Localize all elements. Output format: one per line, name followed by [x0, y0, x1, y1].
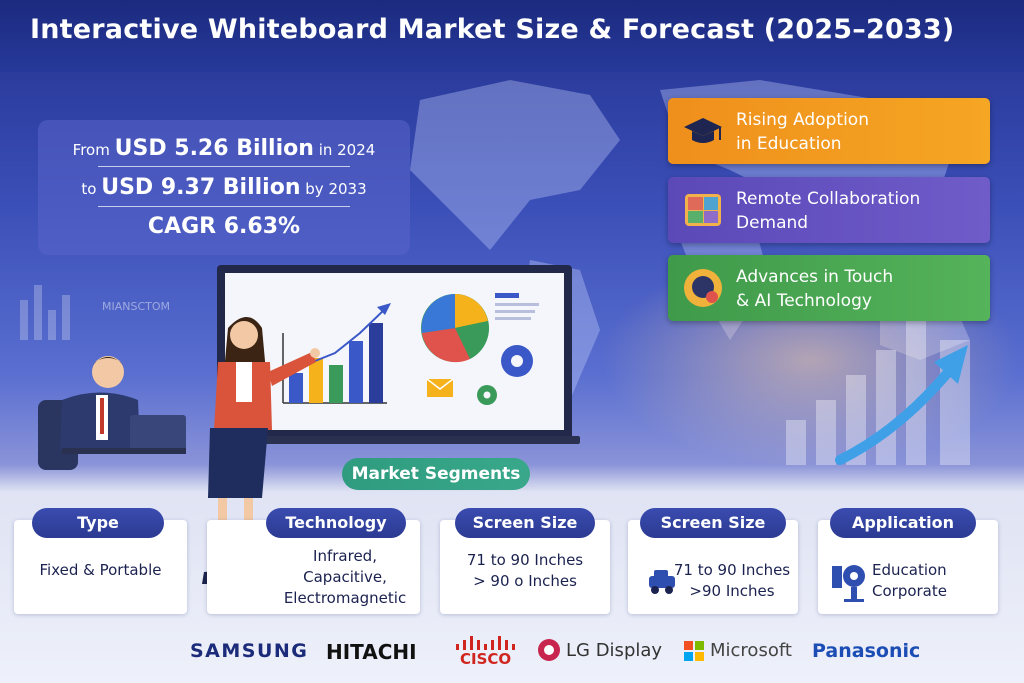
title-bar: [0, 0, 1024, 72]
segment-value-list: 71 to 90 Inches >90 Inches: [672, 560, 792, 602]
stats-2033-value: USD 9.37 Billion: [101, 175, 301, 200]
segment-header: Technology: [266, 508, 406, 538]
panasonic-logo: Panasonic: [812, 640, 921, 662]
segment-value: 71 to 90 Inches: [466, 551, 584, 569]
segment-header: Screen Size: [640, 508, 786, 538]
driver-remote-collaboration: Remote Collaboration Demand: [668, 177, 990, 243]
driver-education: Rising Adoption in Education: [668, 98, 990, 164]
cisco-logo: CISCO: [460, 650, 512, 668]
samsung-logo: SAMSUNG: [190, 640, 309, 662]
hitachi-logo: HITACHI: [326, 640, 417, 664]
driver-subtitle: & AI Technology: [736, 291, 872, 311]
segment-value-list: 71 to 90 Inches > 90 o Inches: [440, 550, 610, 592]
segment-header: Application: [830, 508, 976, 538]
stats-to-label: to: [81, 180, 97, 198]
stats-line-2: to USD 9.37 Billion by 2033: [38, 175, 410, 200]
page-title: Interactive Whiteboard Market Size & For…: [30, 14, 955, 45]
segment-header: Screen Size: [455, 508, 595, 538]
whiteboard-tray: [228, 436, 580, 444]
driver-subtitle: Demand: [736, 213, 809, 233]
driver-title: Rising Adoption: [736, 110, 869, 130]
stats-line-1: From USD 5.26 Billion in 2024: [38, 136, 410, 161]
segment-value: Infrared,: [313, 547, 377, 565]
driver-title: Remote Collaboration: [736, 189, 921, 209]
stats-2024-label: in 2024: [318, 141, 376, 159]
ai-head-icon: [684, 269, 722, 307]
segment-value-list: Infrared, Capacitive, Electromagnetic: [270, 546, 420, 609]
video-call-icon: [685, 194, 721, 226]
segment-value: Corporate: [872, 582, 947, 600]
market-segments-title: Market Segments: [342, 458, 530, 490]
divider: [98, 206, 350, 207]
stats-2024-value: USD 5.26 Billion: [114, 136, 314, 161]
whiteboard-screen: [225, 273, 564, 430]
graduation-cap-icon: [684, 118, 722, 143]
microsoft-squares-icon: [684, 641, 704, 661]
interactive-whiteboard: [217, 265, 572, 440]
microsoft-logo: Microsoft: [710, 640, 792, 661]
vehicle-icon: [649, 570, 675, 594]
market-stats-panel: From USD 5.26 Billion in 2024 to USD 9.3…: [38, 120, 410, 255]
lg-display-logo: LG Display: [566, 640, 663, 661]
segment-header: Type: [32, 508, 164, 538]
driver-touch-ai: Advances in Touch & AI Technology: [668, 255, 990, 321]
stats-2033-label: by 2033: [305, 180, 367, 198]
lg-circle-icon: [538, 639, 560, 661]
cisco-bars-icon: [456, 636, 515, 650]
background-text: MIANSCTOM: [102, 300, 170, 313]
segment-value: >90 Inches: [689, 582, 775, 600]
stats-from-label: From: [72, 141, 110, 159]
segment-value: Capacitive,: [303, 568, 387, 586]
projector-icon: [832, 565, 865, 602]
segment-value: Education: [872, 561, 947, 579]
driver-subtitle: in Education: [736, 134, 842, 154]
segment-value: 71 to 90 Inches: [673, 561, 791, 579]
stats-cagr: CAGR 6.63%: [147, 214, 301, 239]
driver-title: Advances in Touch: [736, 267, 894, 287]
whiteboard-graphics: [282, 293, 539, 405]
segment-value-list: Education Corporate: [872, 560, 982, 602]
segment-value: Fixed & Portable: [39, 561, 162, 579]
segment-value: Electromagnetic: [283, 589, 407, 607]
segment-value: > 90 o Inches: [473, 572, 577, 590]
divider: [98, 166, 350, 167]
